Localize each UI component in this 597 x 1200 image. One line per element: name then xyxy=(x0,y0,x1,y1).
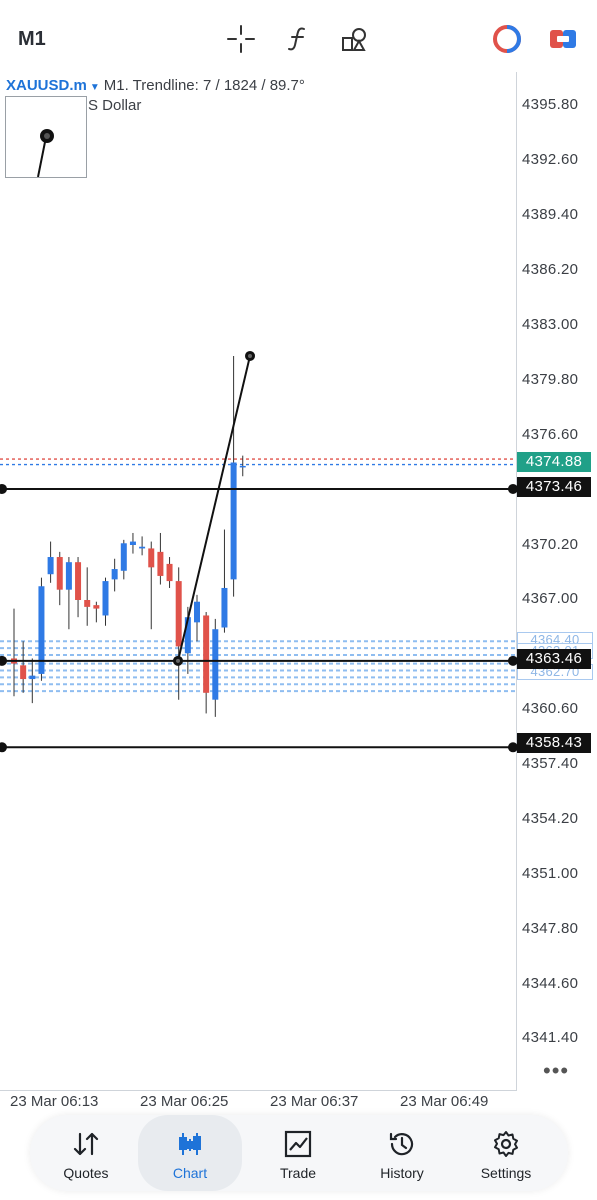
price-axis-label: 4347.80 xyxy=(522,920,579,937)
line-handle xyxy=(508,742,518,753)
candle-body xyxy=(194,601,200,623)
settings-icon xyxy=(494,1131,518,1157)
candle-body xyxy=(75,562,82,600)
price-axis-label: 4392.60 xyxy=(522,151,579,168)
nav-quotes[interactable]: Quotes xyxy=(34,1115,138,1191)
candle-body xyxy=(65,562,72,590)
price-axis-label: 4357.40 xyxy=(522,755,579,772)
price-axis-label: 4360.60 xyxy=(522,700,579,717)
top-toolbar: M1 xyxy=(0,0,597,72)
trade-icon xyxy=(284,1130,312,1158)
line-handle xyxy=(508,483,518,494)
price-axis-label: 4379.80 xyxy=(522,371,579,388)
candle-body xyxy=(129,541,136,545)
symbol-name[interactable]: XAUUSD.m xyxy=(6,77,87,94)
candle-body xyxy=(29,675,36,680)
price-axis-label: 4370.20 xyxy=(522,536,579,553)
symbol-description: S Dollar xyxy=(88,97,142,114)
candle-body xyxy=(166,563,173,582)
price-axis-label: 4386.20 xyxy=(522,261,579,278)
candle-body xyxy=(102,581,109,616)
candle-body xyxy=(148,548,155,568)
price-axis-label: 4395.80 xyxy=(522,96,579,113)
history-icon xyxy=(389,1132,414,1156)
nav-chart[interactable]: Chart xyxy=(138,1115,242,1191)
candle-body xyxy=(203,615,210,693)
time-axis-label: 23 Mar 06:13 xyxy=(10,1093,99,1110)
line-handle xyxy=(508,655,518,666)
nav-label: Settings xyxy=(480,1165,532,1181)
chart-info: M1. Trendline: 7 / 1824 / 89.7° xyxy=(103,77,305,94)
candle-body xyxy=(230,462,237,580)
symbol-dropdown-icon[interactable]: ▼ xyxy=(89,82,100,93)
chart-icon xyxy=(179,1133,201,1155)
quotes-icon xyxy=(73,1132,99,1156)
candle-body xyxy=(56,557,63,590)
candle-body xyxy=(212,629,219,700)
timeframe-button[interactable]: M1 xyxy=(18,28,46,50)
trendline-magnifier xyxy=(5,96,87,178)
nav-settings[interactable]: Settings xyxy=(454,1115,558,1191)
chart-area[interactable] xyxy=(0,72,517,1091)
candle-body xyxy=(221,587,228,628)
price-axis-label: 4376.60 xyxy=(522,426,579,443)
objects-icon[interactable] xyxy=(340,24,370,54)
bottom-navigation: Quotes Chart Trade History Set xyxy=(30,1115,568,1191)
time-axis-label: 23 Mar 06:25 xyxy=(140,1093,229,1110)
nav-history[interactable]: History xyxy=(350,1115,454,1191)
hline-upper-price-tag[interactable]: 4373.46 xyxy=(517,477,591,497)
price-axis-label: 4367.00 xyxy=(522,590,579,607)
trendline-handle-center xyxy=(248,353,252,358)
nav-trade[interactable]: Trade xyxy=(246,1115,350,1191)
nav-label: Trade xyxy=(279,1165,317,1181)
nav-label: Chart xyxy=(172,1165,208,1181)
candle-body xyxy=(47,557,54,575)
candle-body xyxy=(93,605,100,609)
price-axis-label: 4354.20 xyxy=(522,810,579,827)
price-axis-label: 4383.00 xyxy=(522,316,579,333)
candle-body xyxy=(175,581,182,647)
quick-trade-icon[interactable] xyxy=(548,24,578,54)
nav-label: Quotes xyxy=(63,1165,109,1181)
hline-mid-price-tag[interactable]: 4363.46 xyxy=(517,649,591,669)
line-handle xyxy=(0,742,7,753)
candle-body xyxy=(239,465,246,468)
candle-body xyxy=(20,665,27,680)
price-axis-label: 4351.00 xyxy=(522,865,579,882)
crosshair-icon[interactable] xyxy=(226,24,256,54)
candle-body xyxy=(120,543,127,571)
price-axis-label: 4341.40 xyxy=(522,1029,579,1046)
candle-body xyxy=(184,617,191,654)
more-options-icon[interactable]: ••• xyxy=(543,1058,570,1083)
trendline xyxy=(177,355,251,662)
line-handle xyxy=(0,483,7,494)
candlestick-chart[interactable] xyxy=(0,72,597,1090)
line-handle xyxy=(0,655,7,666)
time-axis-label: 23 Mar 06:37 xyxy=(270,1093,359,1110)
one-click-trading-icon[interactable] xyxy=(492,24,522,54)
candle-body xyxy=(157,551,164,576)
candle-body xyxy=(111,569,118,580)
candle-body xyxy=(84,600,91,607)
nav-label: History xyxy=(380,1165,424,1181)
candle-body xyxy=(139,546,146,549)
trendline-handle-center xyxy=(176,658,180,663)
time-axis-label: 23 Mar 06:49 xyxy=(400,1093,489,1110)
hline-lower-price-tag[interactable]: 4358.43 xyxy=(517,733,591,753)
price-axis-label: 4344.60 xyxy=(522,975,579,992)
bid-price-tag: 4374.88 xyxy=(517,452,591,472)
candle-body xyxy=(38,586,45,674)
chart-header: XAUUSD.m ▼ M1. Trendline: 7 / 1824 / 89.7° xyxy=(6,77,305,94)
price-axis-label: 4389.40 xyxy=(522,206,579,223)
function-icon[interactable] xyxy=(283,24,313,54)
